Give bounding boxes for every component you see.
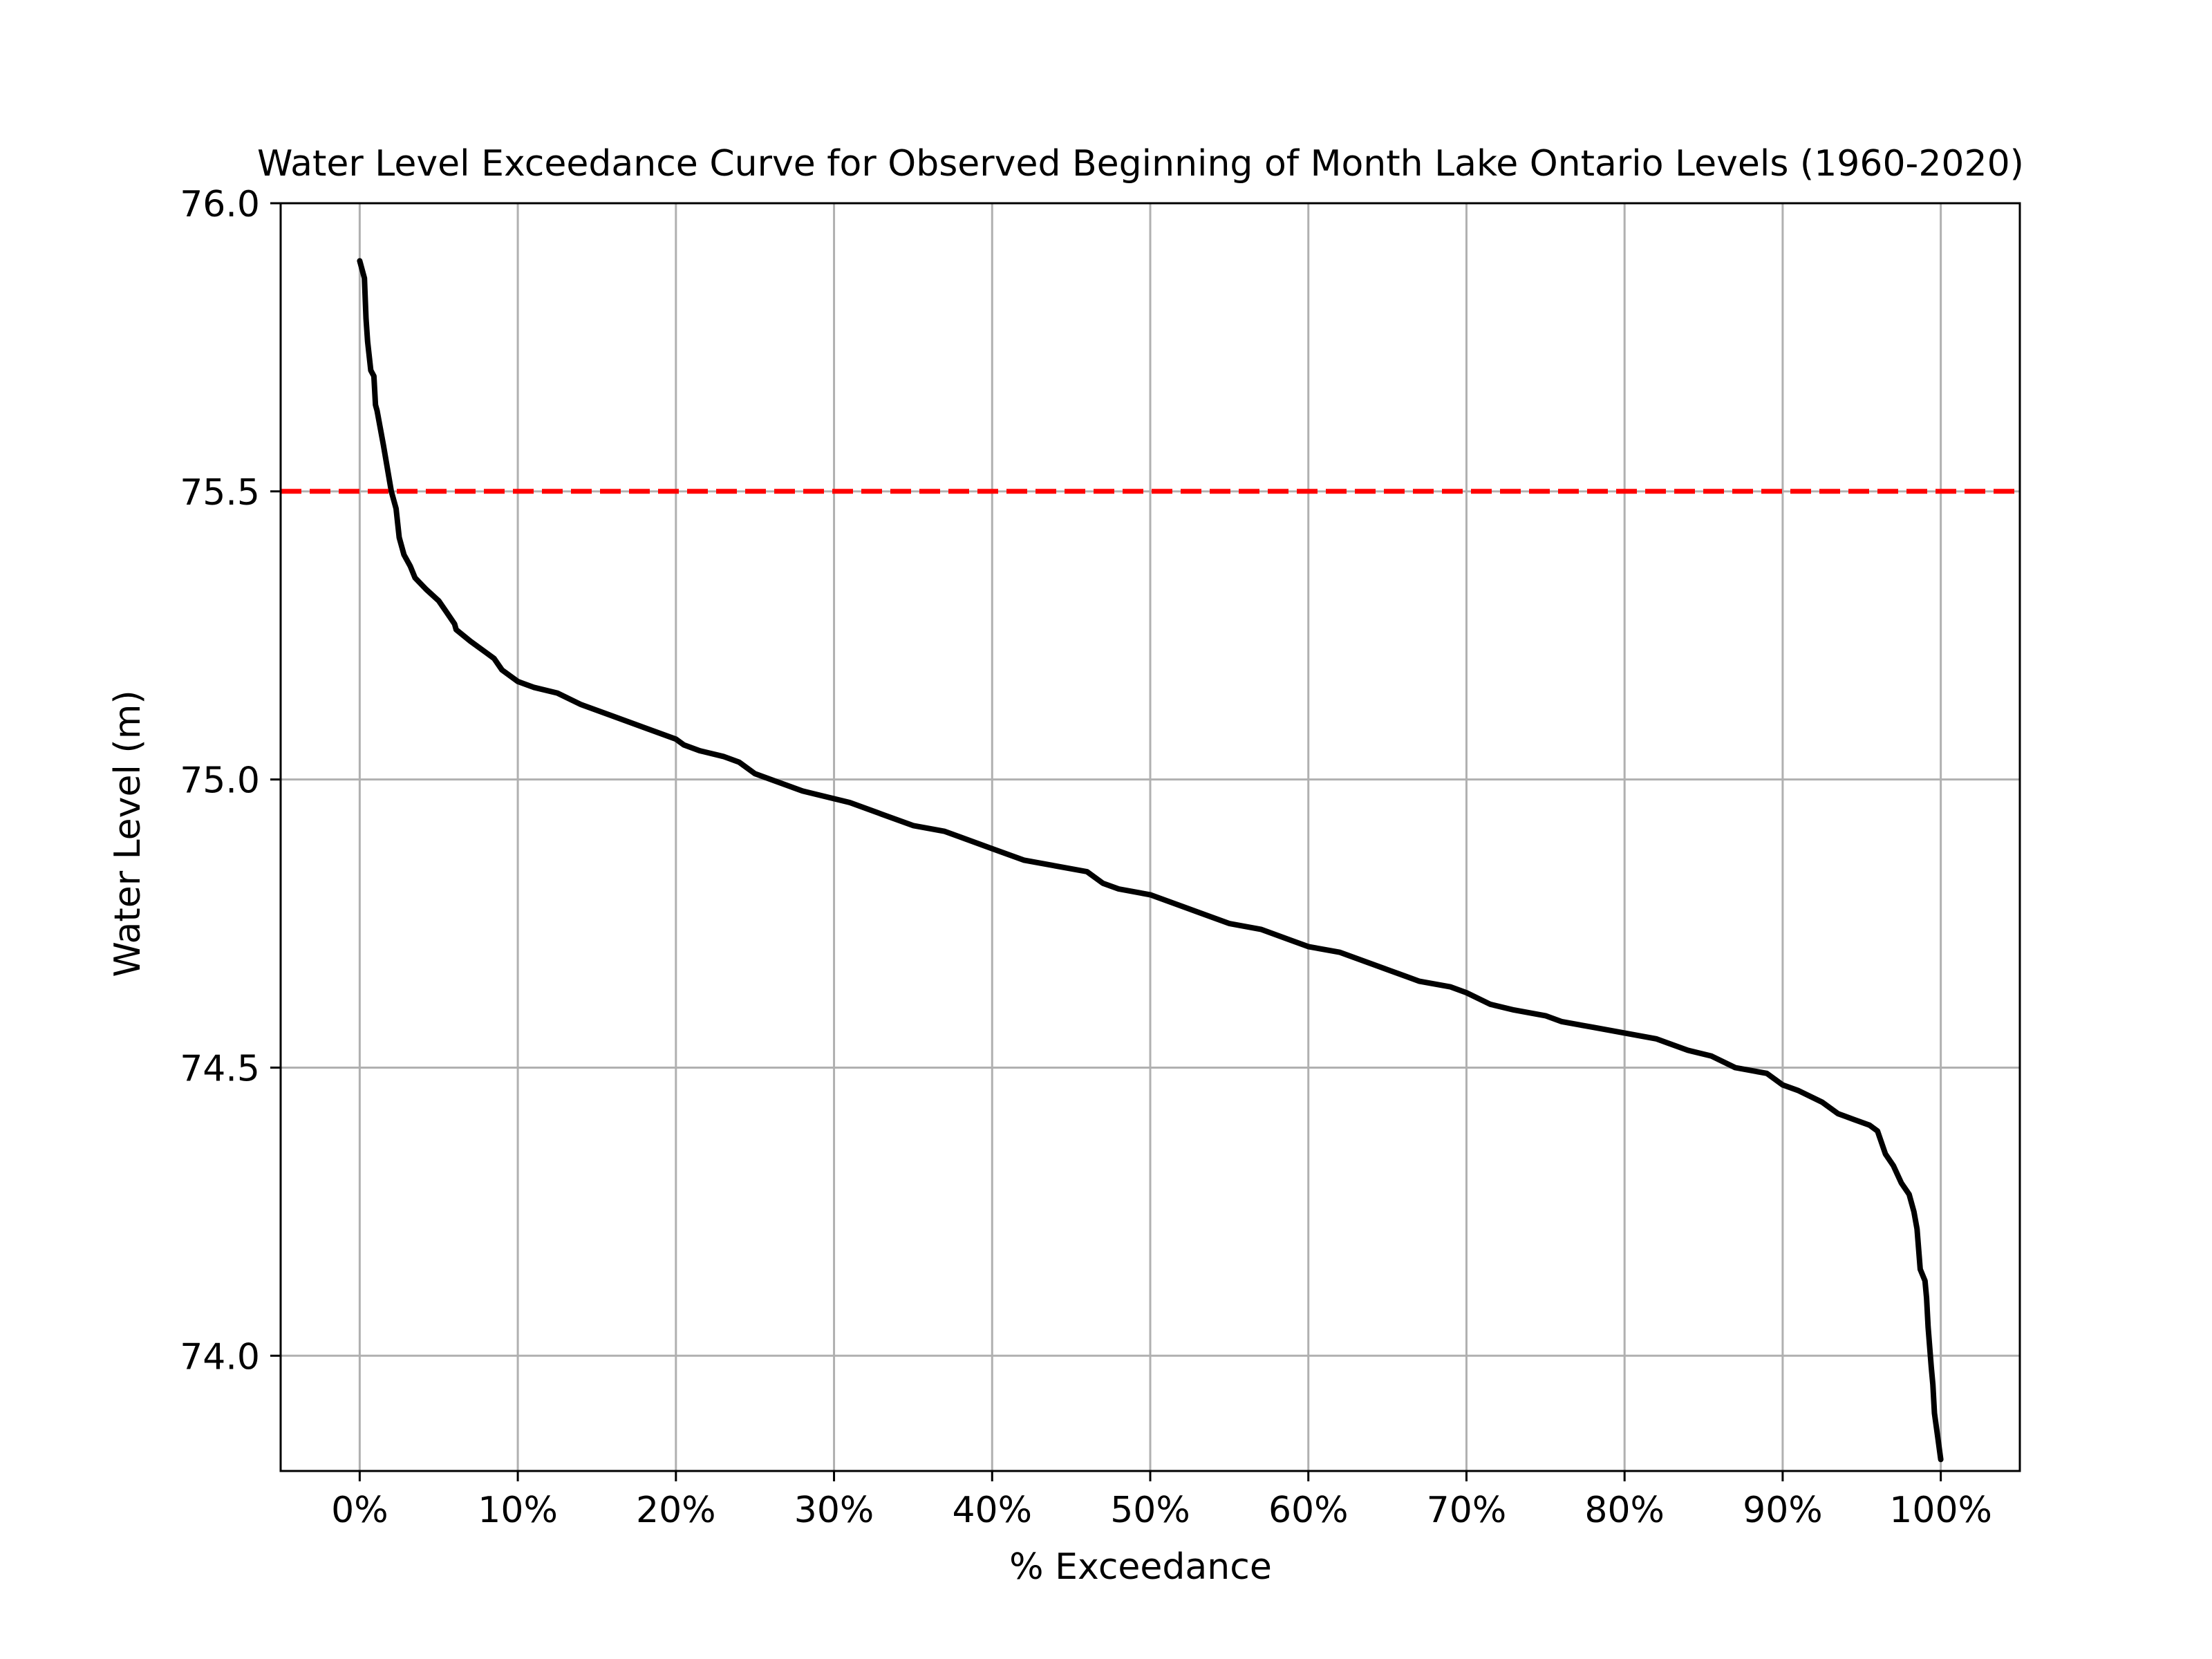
x-tick-label: 100% [1889, 1490, 1992, 1531]
x-tick-label: 70% [1427, 1490, 1507, 1531]
x-tick-label: 60% [1268, 1490, 1349, 1531]
y-tick-label: 75.0 [180, 760, 260, 802]
y-tick-label: 74.5 [180, 1048, 260, 1089]
tick-marks [270, 202, 1942, 1481]
tick-labels: 0% 10% 20% 30% 40% 50% 60% 70% 80% 90% 100% 74.0 74.… [180, 184, 1992, 1531]
series-layer [281, 258, 2020, 1463]
x-tick-label: 40% [952, 1490, 1032, 1531]
x-tick-label: 0% [331, 1490, 388, 1531]
x-tick-label: 10% [478, 1490, 558, 1531]
x-tick-label: 30% [794, 1490, 874, 1531]
x-tick-label: 20% [636, 1490, 716, 1531]
x-tick-label: 50% [1110, 1490, 1190, 1531]
y-axis-label: Water Level (m) [107, 690, 149, 977]
x-tick-label: 90% [1743, 1490, 1823, 1531]
y-tick-label: 75.5 [180, 472, 260, 514]
exceedance-curve [357, 258, 1944, 1463]
chart-title: Water Level Exceedance Curve for Observe… [257, 143, 2024, 185]
x-axis-label: % Exceedance [1009, 1546, 1272, 1588]
x-tick-label: 80% [1584, 1490, 1665, 1531]
y-tick-label: 74.0 [180, 1336, 260, 1378]
y-tick-label: 76.0 [180, 184, 260, 225]
